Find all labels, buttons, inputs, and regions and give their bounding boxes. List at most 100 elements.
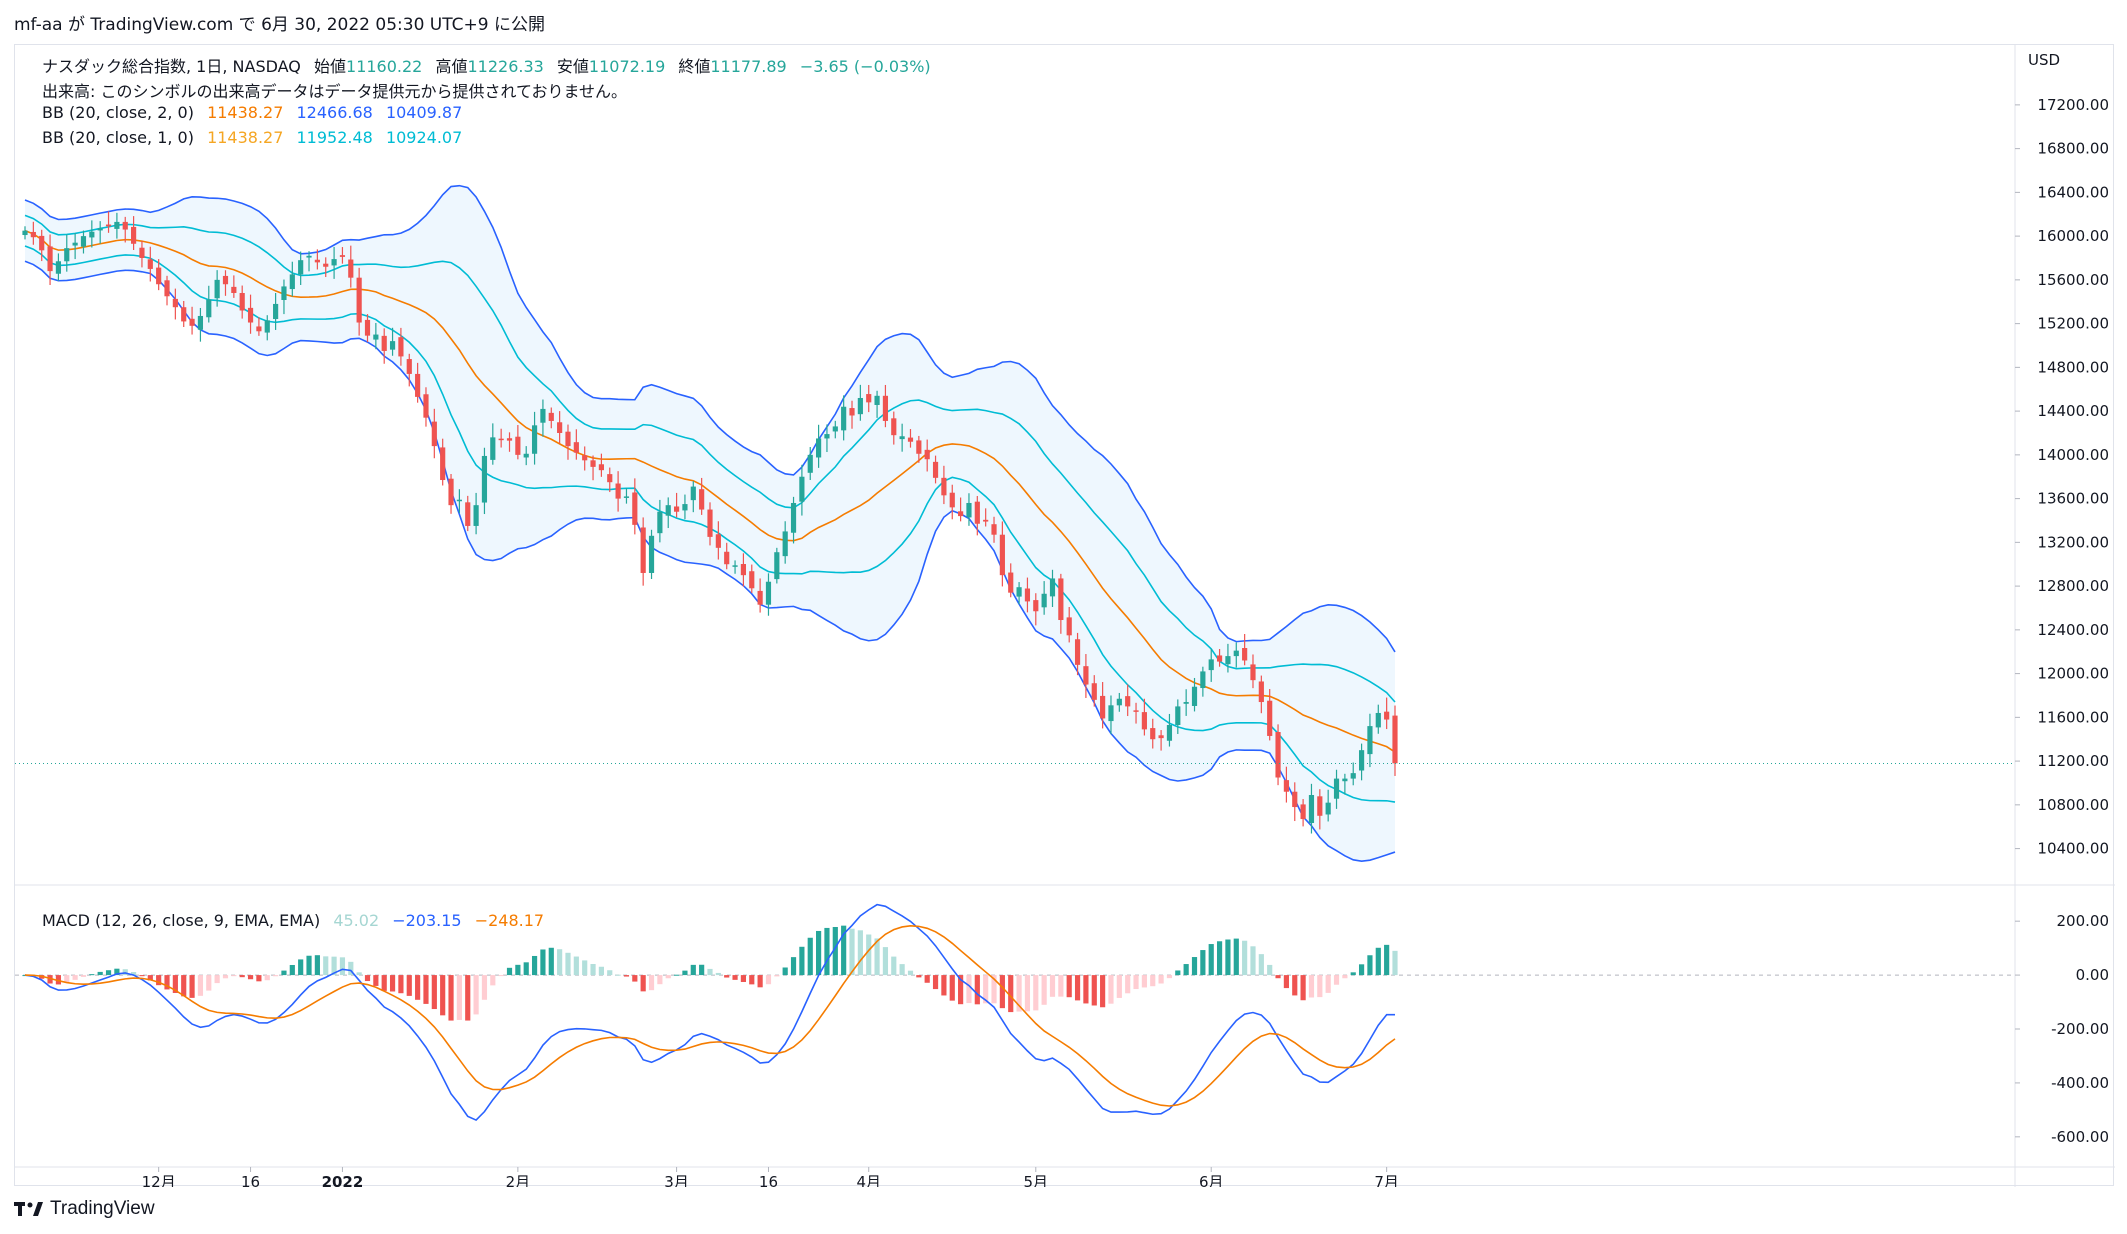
candle-body[interactable] [440, 447, 446, 481]
candle-body[interactable] [1166, 725, 1173, 741]
candle-body[interactable] [105, 224, 112, 227]
candle-body[interactable] [281, 286, 287, 300]
candle-body[interactable] [415, 373, 421, 397]
candle-body[interactable] [874, 395, 880, 405]
candle-body[interactable] [465, 502, 471, 526]
candle-body[interactable] [231, 286, 237, 293]
candle-body[interactable] [966, 502, 972, 518]
candle-body[interactable] [206, 299, 212, 318]
candle-body[interactable] [882, 395, 889, 421]
candle-body[interactable] [1208, 659, 1214, 671]
candle-body[interactable] [1108, 705, 1114, 722]
candle-body[interactable] [1141, 712, 1147, 730]
candle-body[interactable] [632, 492, 638, 525]
candle-body[interactable] [1250, 664, 1256, 681]
candle-body[interactable] [682, 504, 688, 511]
candle-body[interactable] [30, 231, 36, 238]
candle-body[interactable] [490, 437, 496, 460]
candle-body[interactable] [1292, 791, 1298, 808]
candle-body[interactable] [306, 255, 312, 258]
candle-body[interactable] [941, 477, 947, 496]
candle-body[interactable] [1083, 666, 1089, 685]
candle-body[interactable] [1375, 712, 1381, 728]
candle-body[interactable] [623, 496, 630, 498]
candle-body[interactable] [39, 235, 45, 251]
candle-body[interactable] [264, 320, 270, 333]
candle-body[interactable] [1325, 802, 1331, 815]
candle-body[interactable] [757, 590, 763, 605]
candle-body[interactable] [807, 454, 813, 473]
candle-body[interactable] [866, 394, 872, 403]
candle-body[interactable] [1091, 683, 1097, 700]
candle-body[interactable] [1283, 780, 1289, 792]
publisher-name[interactable]: mf-aa [14, 15, 63, 35]
candle-body[interactable] [557, 422, 563, 433]
candle-body[interactable] [389, 341, 396, 350]
candle-body[interactable] [22, 230, 28, 236]
candle-body[interactable] [707, 509, 713, 537]
candle-body[interactable] [715, 534, 721, 548]
candle-body[interactable] [1258, 681, 1264, 703]
candle-body[interactable] [690, 486, 696, 501]
candle-body[interactable] [1358, 750, 1365, 771]
candle-body[interactable] [506, 438, 513, 441]
candle-body[interactable] [398, 337, 404, 357]
candle-body[interactable] [1175, 706, 1181, 726]
candle-body[interactable] [832, 426, 838, 432]
candle-body[interactable] [1100, 695, 1106, 719]
candle-body[interactable] [983, 519, 989, 522]
candle-body[interactable] [999, 534, 1005, 576]
candle-body[interactable] [515, 436, 521, 455]
footer-brand[interactable]: TradingView [14, 1198, 155, 1220]
candle-body[interactable] [799, 476, 805, 502]
candle-body[interactable] [189, 318, 195, 326]
candle-body[interactable] [423, 394, 429, 418]
candle-body[interactable] [565, 431, 571, 447]
candle-body[interactable] [172, 298, 178, 308]
candle-body[interactable] [816, 438, 822, 458]
candle-body[interactable] [247, 307, 254, 323]
candle-body[interactable] [1058, 578, 1064, 621]
candle-body[interactable] [924, 449, 930, 460]
symbol-title[interactable]: ナスダック総合指数, 1日, NASDAQ [42, 57, 301, 76]
candle-body[interactable] [1384, 711, 1390, 720]
candle-body[interactable] [1317, 796, 1323, 816]
candle-body[interactable] [1150, 728, 1156, 740]
candle-body[interactable] [448, 478, 454, 506]
candle-body[interactable] [80, 236, 87, 247]
candle-body[interactable] [373, 334, 379, 340]
candle-body[interactable] [1158, 735, 1164, 739]
candle-body[interactable] [298, 260, 304, 275]
candle-body[interactable] [1308, 795, 1315, 824]
candle-body[interactable] [64, 248, 70, 262]
candle-body[interactable] [1342, 778, 1348, 782]
candle-body[interactable] [1392, 715, 1398, 764]
candle-body[interactable] [1200, 671, 1206, 689]
candle-body[interactable] [289, 274, 295, 290]
candle-body[interactable] [1024, 588, 1031, 602]
candle-body[interactable] [824, 434, 830, 439]
candle-body[interactable] [406, 359, 412, 374]
candle-body[interactable] [356, 277, 362, 323]
candle-body[interactable] [1049, 578, 1056, 597]
candle-body[interactable] [849, 408, 855, 416]
candle-body[interactable] [857, 397, 863, 415]
candle-body[interactable] [72, 242, 78, 246]
candle-body[interactable] [197, 315, 204, 330]
candle-body[interactable] [841, 406, 847, 431]
candle-body[interactable] [598, 464, 604, 471]
candle-body[interactable] [156, 267, 162, 285]
bb2-legend[interactable]: BB (20, close, 2, 0) 11438.27 12466.68 1… [42, 103, 462, 122]
candle-body[interactable] [531, 425, 538, 454]
candle-body[interactable] [331, 259, 337, 266]
candle-body[interactable] [55, 261, 62, 274]
candle-body[interactable] [1300, 804, 1306, 820]
candle-body[interactable] [1116, 698, 1122, 706]
candle-body[interactable] [1033, 600, 1039, 612]
candle-body[interactable] [790, 502, 797, 533]
candle-body[interactable] [590, 460, 596, 467]
candle-body[interactable] [114, 221, 120, 229]
candle-body[interactable] [958, 511, 964, 517]
candle-body[interactable] [473, 505, 479, 526]
candle-body[interactable] [523, 453, 529, 458]
